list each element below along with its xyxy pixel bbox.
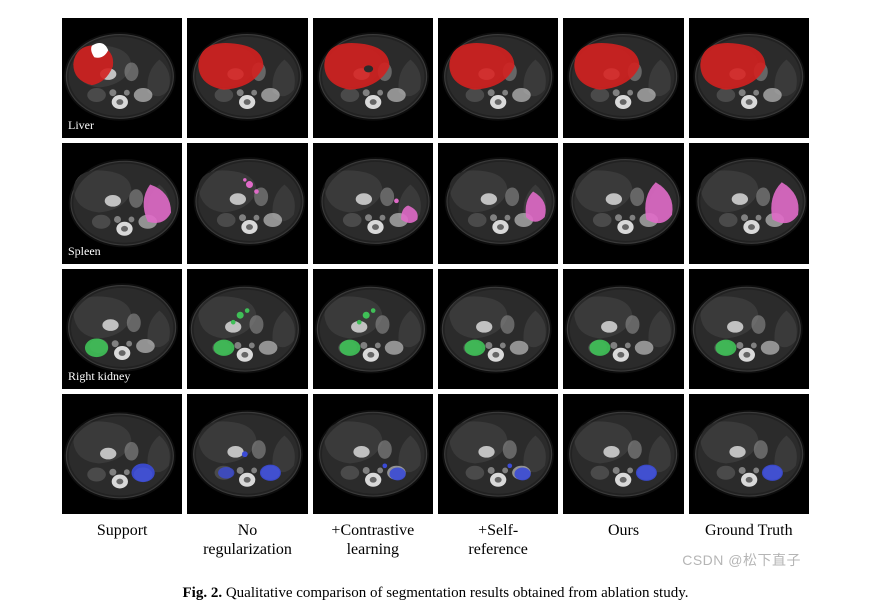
column-label-3: +Self-reference [438, 522, 558, 559]
tile-liver-col3 [438, 18, 558, 138]
tile-liver-col2 [313, 18, 433, 138]
tile-left-kidney-col1 [187, 394, 307, 514]
tile-spleen-col4 [563, 143, 683, 263]
row-label-spleen: Spleen [68, 244, 101, 259]
tile-left-kidney-col5 [689, 394, 809, 514]
tile-spleen-col2 [313, 143, 433, 263]
tile-liver-col5 [689, 18, 809, 138]
tile-right-kidney-col2 [313, 269, 433, 389]
column-label-4: Ours [563, 522, 683, 559]
tile-liver-col0: Liver [62, 18, 182, 138]
tile-spleen-col5 [689, 143, 809, 263]
tile-right-kidney-col1 [187, 269, 307, 389]
column-label-0: Support [62, 522, 182, 559]
tile-left-kidney-col4 [563, 394, 683, 514]
tile-right-kidney-col5 [689, 269, 809, 389]
tile-spleen-col3 [438, 143, 558, 263]
tile-left-kidney-col3 [438, 394, 558, 514]
tile-left-kidney-col0 [62, 394, 182, 514]
tile-liver-col1 [187, 18, 307, 138]
row-label-right-kidney: Right kidney [68, 369, 130, 384]
result-grid: Liver [62, 18, 809, 514]
column-label-2: +Contrastivelearning [313, 522, 433, 559]
tile-right-kidney-col3 [438, 269, 558, 389]
column-label-1: Noregularization [187, 522, 307, 559]
watermark-text: CSDN @松下直子 [682, 550, 801, 570]
figure-container: Liver [0, 0, 871, 602]
row-label-liver: Liver [68, 118, 94, 133]
tile-right-kidney-col4 [563, 269, 683, 389]
tile-left-kidney-col2 [313, 394, 433, 514]
tile-spleen-col1 [187, 143, 307, 263]
tile-liver-col4 [563, 18, 683, 138]
tile-spleen-col0: Spleen [62, 143, 182, 263]
tile-right-kidney-col0: Right kidney [62, 269, 182, 389]
